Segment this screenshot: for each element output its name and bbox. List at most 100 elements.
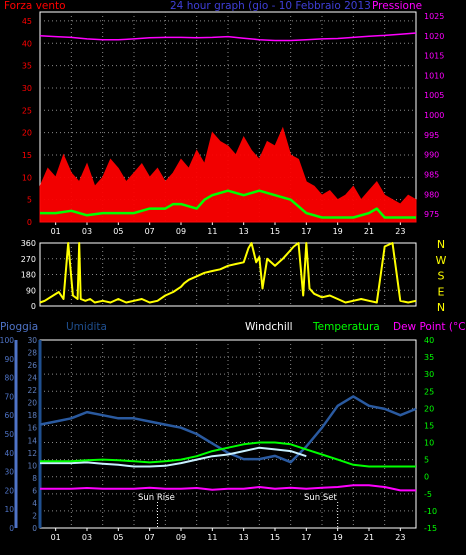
dewpoint-line — [40, 484, 416, 492]
umidita-tick-label: 24 — [27, 374, 37, 383]
y-tick-label: 0 — [31, 302, 36, 311]
pioggia-tick-label: 80 — [4, 374, 14, 383]
y-right-tick-label: 980 — [424, 190, 439, 199]
x-tick-label: 21 — [364, 227, 374, 236]
y-right-tick-label: 1010 — [424, 71, 444, 80]
y-left-tick-label: 30 — [22, 84, 32, 93]
umidita-tick-label: 0 — [32, 524, 37, 533]
compass-label: N — [437, 238, 445, 251]
y-left-tick-label: 45 — [22, 17, 32, 26]
sunrise-label: Sun Rise — [138, 493, 175, 503]
y-right-tick-label: 25 — [424, 387, 434, 396]
y-tick-label: 360 — [21, 239, 36, 248]
x-tick-label: 13 — [239, 227, 249, 236]
pioggia-tick-label: 100 — [0, 336, 14, 345]
y-right-tick-label: 15 — [424, 421, 434, 430]
x-tick-label: 11 — [207, 227, 217, 236]
y-right-tick-label: -5 — [424, 490, 432, 499]
y-right-tick-label: 1025 — [424, 12, 444, 21]
x-tick-label: 01 — [51, 533, 61, 542]
pioggia-tick-label: 70 — [4, 392, 14, 401]
x-tick-label: 23 — [395, 533, 405, 542]
y-left-tick-label: 20 — [22, 129, 32, 138]
umidita-tick-label: 14 — [27, 436, 37, 445]
temperatura-line — [40, 441, 416, 468]
dewpoint-label: Dew Point (°C) — [393, 321, 466, 333]
y-right-tick-label: -10 — [424, 507, 437, 516]
y-right-tick-label: 5 — [424, 456, 429, 465]
x-tick-label: 19 — [333, 227, 343, 236]
compass-label: W — [436, 254, 447, 267]
y-right-tick-label: 30 — [424, 370, 434, 379]
x-tick-label: 01 — [51, 227, 61, 236]
y-tick-label: 270 — [21, 255, 36, 264]
pressure-line — [39, 32, 417, 42]
y-right-tick-label: 0 — [424, 473, 429, 482]
y-right-tick-label: -15 — [424, 524, 437, 533]
umidita-tick-label: 4 — [32, 499, 37, 508]
y-left-tick-label: 15 — [22, 151, 32, 160]
y-left-tick-label: 40 — [22, 39, 32, 48]
umidita-tick-label: 12 — [27, 449, 37, 458]
y-right-tick-label: 990 — [424, 151, 439, 160]
umidita-tick-label: 18 — [27, 411, 37, 420]
compass-label: N — [437, 301, 445, 314]
y-right-tick-label: 995 — [424, 131, 439, 140]
x-tick-label: 13 — [239, 533, 249, 542]
x-tick-label: 09 — [176, 533, 186, 542]
x-tick-label: 05 — [113, 227, 123, 236]
x-tick-label: 17 — [301, 533, 311, 542]
pioggia-tick-label: 10 — [4, 505, 14, 514]
umidita-tick-label: 6 — [32, 486, 37, 495]
y-tick-label: 180 — [21, 271, 36, 280]
x-tick-label: 07 — [145, 227, 155, 236]
umidita-tick-label: 8 — [32, 474, 37, 483]
y-left-tick-label: 5 — [27, 196, 32, 205]
pioggia-tick-label: 20 — [4, 486, 14, 495]
pioggia-tick-label: 0 — [9, 524, 14, 533]
compass-label: E — [438, 285, 445, 298]
y-left-tick-label: 35 — [22, 62, 32, 71]
wind-direction-line — [39, 242, 417, 304]
x-tick-label: 05 — [113, 533, 123, 542]
y-tick-label: 90 — [26, 286, 36, 295]
pioggia-tick-label: 60 — [4, 411, 14, 420]
y-left-tick-label: 0 — [27, 218, 32, 227]
temperatura-label: Temperatura — [312, 321, 380, 333]
y-right-tick-label: 10 — [424, 439, 434, 448]
x-tick-label: 11 — [207, 533, 217, 542]
y-right-tick-label: 1000 — [424, 111, 444, 120]
compass-label: S — [438, 270, 445, 283]
wind-gust-area — [39, 126, 417, 223]
x-tick-label: 03 — [82, 533, 92, 542]
umidita-tick-label: 2 — [32, 511, 37, 520]
windchill-label: Windchill — [245, 321, 293, 333]
x-tick-label: 09 — [176, 227, 186, 236]
y-right-tick-label: 40 — [424, 336, 434, 345]
pressure-title: Pressione — [372, 0, 422, 12]
wind-pressure-panel: 0510152025303540459759809859909951000100… — [22, 11, 444, 236]
x-tick-label: 03 — [82, 227, 92, 236]
humidity-temperature-panel: 0102030405060708090100024681012141618202… — [0, 336, 437, 542]
umidita-line — [39, 395, 417, 464]
umidita-label: Umidita — [66, 321, 107, 333]
y-left-tick-label: 25 — [22, 106, 32, 115]
pioggia-tick-label: 50 — [4, 430, 14, 439]
x-tick-label: 15 — [270, 533, 280, 542]
pioggia-tick-label: 30 — [4, 468, 14, 477]
sunset-label: Sun Set — [304, 493, 337, 503]
y-right-tick-label: 20 — [424, 404, 434, 413]
y-right-tick-label: 1020 — [424, 32, 444, 41]
umidita-tick-label: 20 — [27, 399, 37, 408]
x-tick-label: 21 — [364, 533, 374, 542]
x-tick-label: 17 — [301, 227, 311, 236]
y-right-tick-label: 975 — [424, 210, 439, 219]
y-right-tick-label: 985 — [424, 170, 439, 179]
x-tick-label: 23 — [395, 227, 405, 236]
pioggia-label: Pioggia — [0, 321, 38, 333]
umidita-tick-label: 16 — [27, 424, 37, 433]
pioggia-tick-label: 90 — [4, 355, 14, 364]
